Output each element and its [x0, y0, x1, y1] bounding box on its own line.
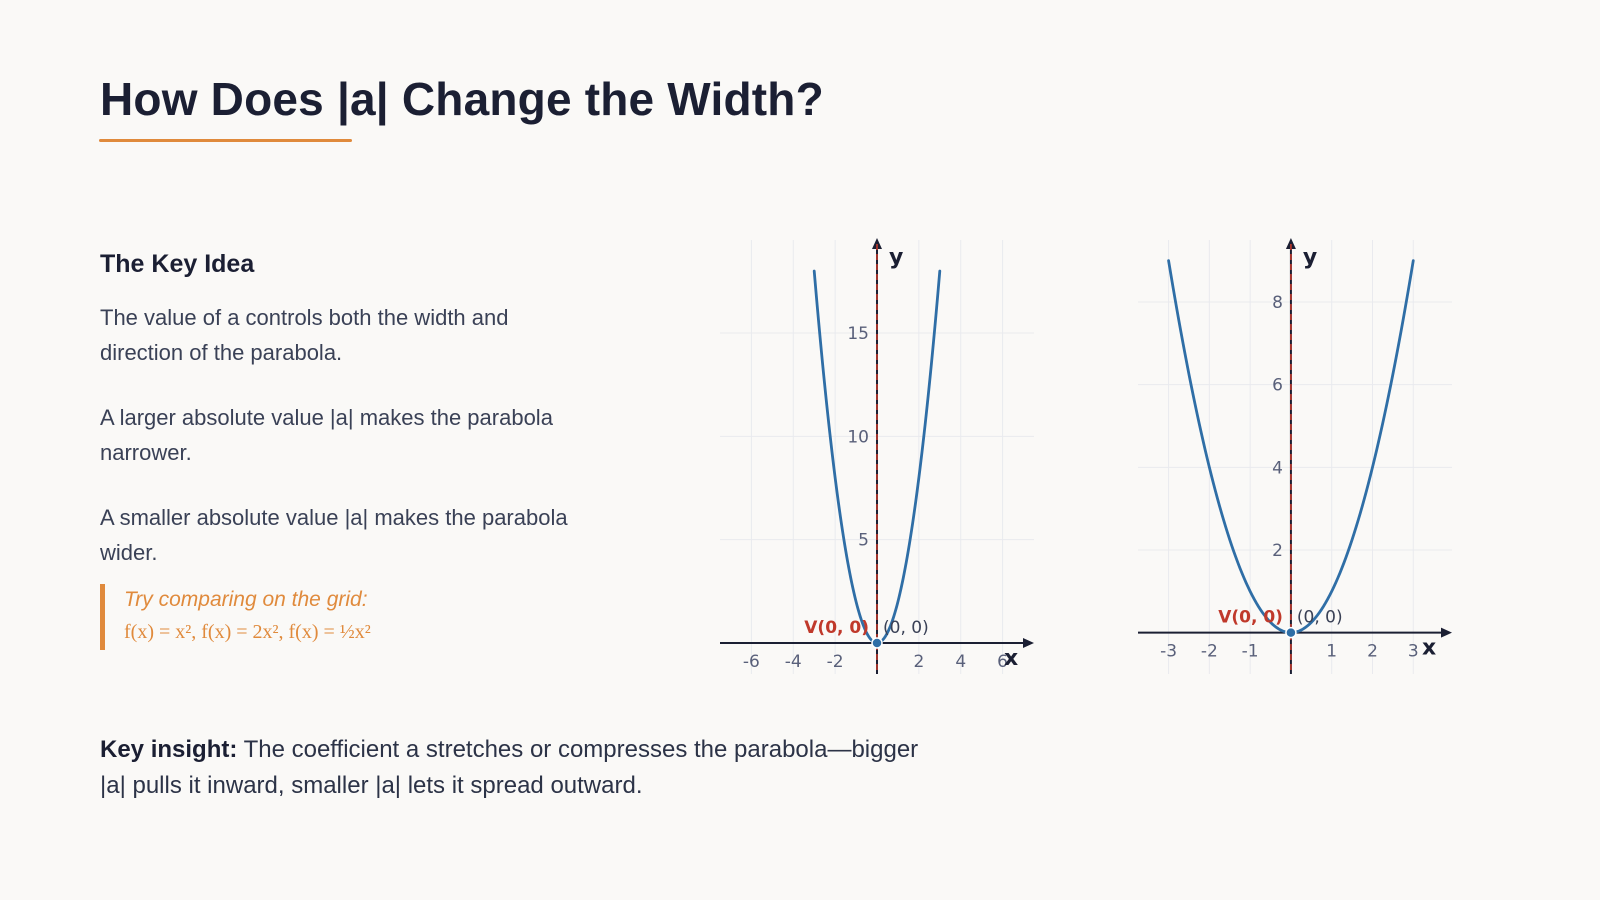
- y-tick-label-0: 2: [1272, 541, 1283, 561]
- x-tick-label-2: -2: [827, 652, 844, 672]
- vertex-label: V(0, 0): [804, 618, 869, 638]
- key-idea-paragraph-1: The value of a controls both the width a…: [100, 305, 509, 365]
- x-tick-label-4: 2: [1367, 642, 1378, 662]
- x-tick-label-5: 3: [1408, 642, 1419, 662]
- comparison-callout: Try comparing on the grid: f(x) = x², f(…: [100, 584, 371, 650]
- y-tick-label-0: 5: [858, 531, 869, 551]
- x-tick-label-1: -4: [785, 652, 802, 672]
- key-idea-heading: The Key Idea: [100, 250, 255, 278]
- y-tick-label-2: 6: [1272, 376, 1283, 396]
- y-tick-label-2: 15: [847, 324, 869, 344]
- title-underline: [99, 139, 352, 142]
- vertex-point: [871, 637, 883, 649]
- parabola-chart-narrow: -6 -4 -2 2 4 6 5 10 15 x y V(0, 0) (0, 0): [720, 238, 1034, 674]
- x-tick-label-2: -1: [1242, 642, 1259, 662]
- page-title: How Does |a| Change the Width?: [100, 73, 824, 125]
- x-axis-label: x: [1004, 646, 1018, 671]
- x-tick-label-0: -6: [743, 652, 760, 672]
- vertex-point-label: (0, 0): [883, 618, 929, 638]
- y-axis-arrow: [1285, 238, 1296, 249]
- x-tick-label-1: -2: [1201, 642, 1218, 662]
- x-tick-label-3: 2: [913, 652, 924, 672]
- x-axis-arrow: [1023, 638, 1034, 648]
- key-insight-label: Key insight:: [100, 736, 238, 763]
- x-tick-label-4: 4: [955, 652, 966, 672]
- x-axis-label: x: [1422, 636, 1436, 661]
- key-idea-paragraph-2: A larger absolute value |a| makes the pa…: [100, 405, 553, 465]
- vertex-point: [1285, 626, 1297, 639]
- y-axis-label: y: [1303, 245, 1317, 270]
- vertex-point-label: (0, 0): [1297, 608, 1343, 628]
- y-axis-label: y: [889, 245, 903, 270]
- y-axis-arrow: [872, 238, 882, 249]
- y-tick-label-1: 4: [1272, 458, 1283, 478]
- x-axis-arrow: [1441, 627, 1452, 638]
- callout-formulas: f(x) = x², f(x) = 2x², f(x) = ½x²: [124, 621, 371, 643]
- x-tick-label-3: 1: [1326, 642, 1337, 662]
- callout-title: Try comparing on the grid:: [124, 588, 368, 611]
- y-tick-label-1: 10: [847, 427, 869, 447]
- x-tick-label-5: 6: [997, 652, 1008, 672]
- vertex-label: V(0, 0): [1218, 608, 1283, 628]
- parabola-chart-standard: -3 -2 -1 1 2 3 2 4 6 8 x y V(0, 0) (0, 0): [1138, 238, 1452, 674]
- key-insight: Key insight: The coefficient a stretches…: [100, 732, 920, 804]
- key-idea-paragraph-3: A smaller absolute value |a| makes the p…: [100, 505, 568, 565]
- x-tick-label-0: -3: [1160, 642, 1177, 662]
- key-insight-text: The coefficient a stretches or compresse…: [100, 736, 919, 799]
- y-tick-label-3: 8: [1272, 293, 1283, 313]
